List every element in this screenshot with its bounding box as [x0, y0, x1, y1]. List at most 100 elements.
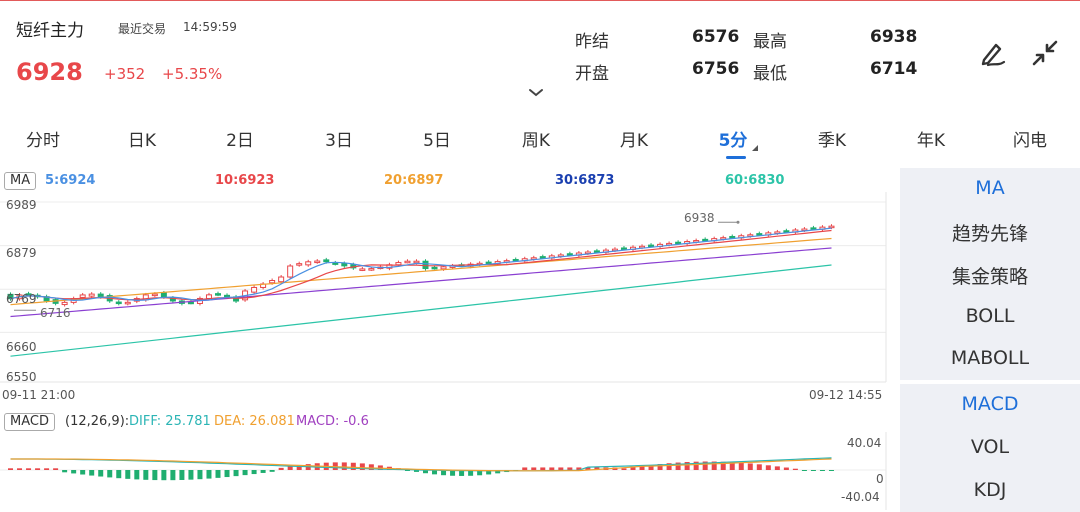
candle-body [539, 256, 546, 259]
tab-5-min[interactable]: 5分 [718, 131, 748, 151]
ma20-value: 20:6897 [384, 173, 444, 188]
chevron-down-icon[interactable] [528, 88, 544, 98]
candle-body [593, 250, 600, 253]
last-trade-label: 最近交易 [118, 22, 167, 36]
high-label: 最高 [753, 32, 787, 52]
tab-5-day[interactable]: 5日 [423, 131, 451, 151]
indicator-kdj[interactable]: KDJ [973, 479, 1007, 501]
indicator-ma[interactable]: MA [975, 177, 1005, 199]
tab-flash[interactable]: 闪电 [1013, 131, 1047, 151]
candle-body [115, 301, 122, 305]
candle-body [783, 230, 790, 233]
last-price: 6928 [16, 58, 83, 86]
ma-legend-bar: MA 5:6924 10:6923 20:6897 30:6873 60:683… [0, 170, 890, 192]
macd-bar [53, 468, 59, 470]
macd-bar [729, 462, 735, 470]
macd-bar [738, 462, 744, 470]
macd-bar [549, 467, 555, 470]
macd-bar [702, 461, 708, 470]
tab-year-k[interactable]: 年K [916, 131, 946, 151]
macd-bar [756, 464, 762, 470]
macd-bar [594, 467, 600, 470]
tab-day-k[interactable]: 日K [127, 131, 157, 151]
candle-body [648, 244, 655, 248]
macd-bar [810, 470, 816, 471]
candle-body [61, 301, 68, 306]
indicator-boll[interactable]: BOLL [965, 305, 1015, 327]
macd-bar [233, 470, 239, 477]
macd-y-bottom: -40.04 [841, 490, 880, 504]
macd-bar [341, 462, 347, 470]
macd-bar [71, 470, 77, 474]
collapse-arrows-icon[interactable] [1028, 36, 1062, 70]
tab-2-day[interactable]: 2日 [226, 131, 254, 151]
tab-week-k[interactable]: 周K [521, 131, 551, 151]
macd-bar [143, 470, 149, 480]
indicator-macd[interactable]: MACD [961, 393, 1019, 415]
macd-bar [89, 470, 95, 476]
tab-season-k[interactable]: 季K [817, 131, 847, 151]
y-tick-label: 6660 [6, 340, 37, 354]
macd-bar [98, 470, 104, 477]
macd-bar [8, 468, 13, 470]
macd-bar [296, 465, 302, 470]
prev-settle-value: 6576 [692, 27, 740, 47]
macd-bar [666, 463, 672, 470]
macd-bar [675, 462, 681, 470]
macd-bar [107, 470, 113, 478]
macd-bar [170, 470, 176, 481]
indicator-panel-sub: MACD VOL KDJ [900, 384, 1080, 512]
active-tab-indicator [726, 156, 746, 159]
macd-bar [260, 470, 266, 473]
indicator-strategy[interactable]: 集金策略 [951, 266, 1028, 288]
macd-bar [368, 464, 374, 470]
candle-body [431, 266, 438, 270]
macd-bar [774, 466, 780, 470]
macd-bar [62, 470, 68, 473]
ma10-line [10, 229, 832, 301]
macd-bar [819, 470, 825, 471]
tab-month-k[interactable]: 月K [619, 131, 649, 151]
low-label: 最低 [753, 64, 787, 84]
ma-button[interactable]: MA [4, 172, 37, 190]
indicator-trend[interactable]: 趋势先锋 [951, 223, 1028, 245]
candlestick-canvas [0, 192, 887, 383]
macd-button[interactable]: MACD [4, 413, 55, 431]
macd-bar [188, 470, 194, 480]
macd-chart[interactable]: 40.04 0 -40.04 [0, 432, 890, 510]
macd-bar [531, 467, 537, 470]
draw-pen-icon[interactable] [976, 36, 1010, 70]
candle-body [314, 260, 321, 264]
tab-3-day[interactable]: 3日 [325, 131, 353, 151]
candle-body [341, 263, 348, 267]
candle-body [251, 286, 258, 293]
macd-bar [558, 467, 564, 470]
candle-body [79, 294, 86, 298]
candle-body [278, 276, 285, 283]
candle-body [7, 293, 14, 300]
tab-fenshi[interactable]: 分时 [26, 131, 60, 151]
candle-body [124, 301, 131, 305]
macd-bar [125, 470, 131, 479]
macd-bar [35, 468, 41, 470]
candle-body [810, 227, 817, 230]
candlestick-chart[interactable]: 6989 6879 6769 6660 6550 6938 6716 09-11… [0, 192, 890, 402]
candle-body [413, 260, 420, 264]
candle-body [25, 293, 32, 296]
macd-bar [44, 468, 50, 470]
macd-bar [477, 470, 483, 476]
y-tick-label: 6769 [6, 292, 37, 306]
period-tabs: 分时 日K 2日 3日 5日 周K 月K 5分 季K 年K 闪电 [0, 118, 1080, 162]
macd-bar [224, 470, 230, 478]
x-start-label: 09-11 21:00 [2, 388, 76, 402]
macd-bar [765, 465, 771, 470]
indicator-maboll[interactable]: MABOLL [950, 347, 1030, 369]
tab-caret-icon[interactable] [752, 145, 758, 151]
macd-legend-bar: MACD (12,26,9): DIFF: 25.781 DEA: 26.081… [0, 411, 890, 431]
indicator-vol[interactable]: VOL [970, 436, 1010, 458]
candle-body [151, 293, 158, 297]
macd-canvas [0, 432, 887, 510]
ma30-value: 30:6873 [555, 173, 615, 188]
macd-bar [522, 467, 528, 470]
macd-dea-value: DEA: 26.081 [214, 414, 295, 429]
